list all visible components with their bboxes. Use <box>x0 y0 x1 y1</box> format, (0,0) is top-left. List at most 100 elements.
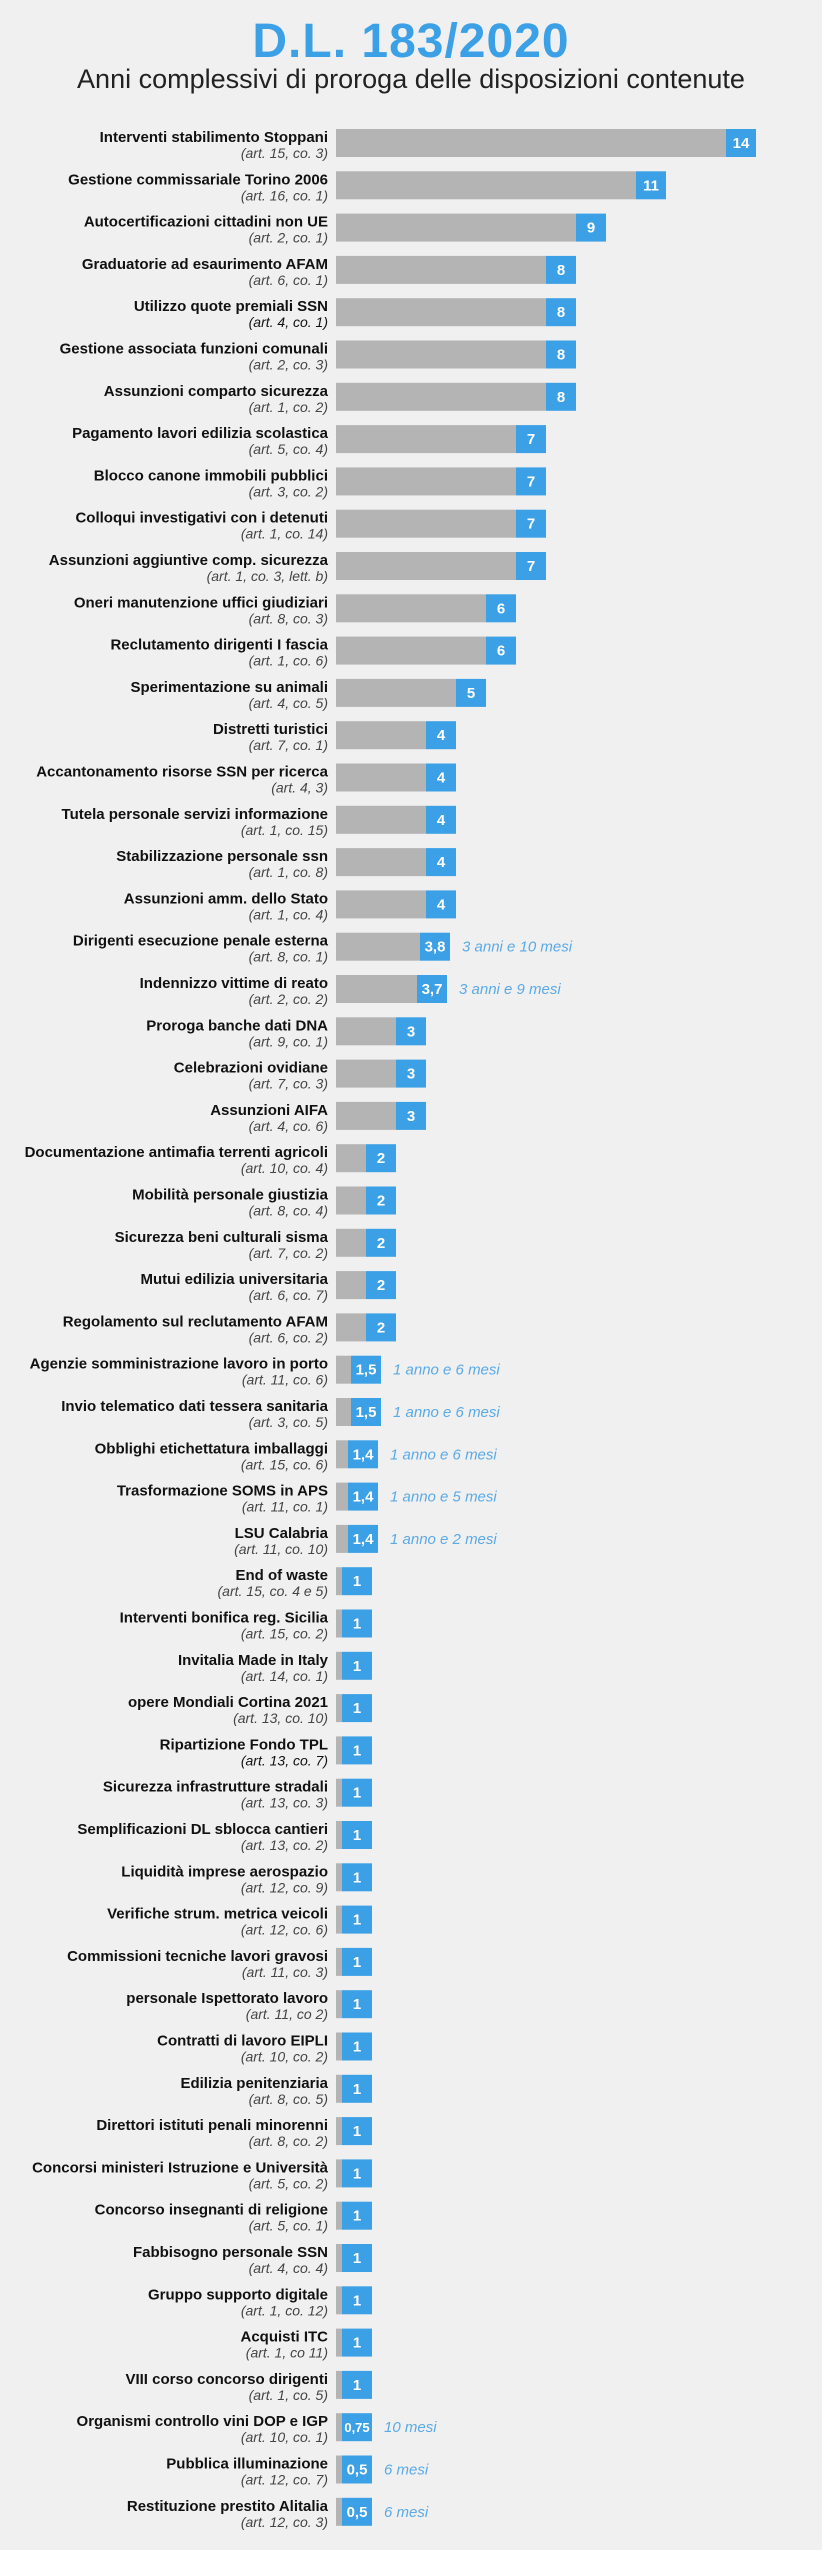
bar <box>336 171 636 200</box>
row-reference: (art. 7, co. 2) <box>249 1245 328 1261</box>
data-label: 8 <box>557 347 565 364</box>
data-label: 1 <box>353 2335 361 2352</box>
row-label: Sicurezza infrastrutture stradali <box>103 1779 328 1796</box>
chart-row: Assunzioni AIFA(art. 4, co. 6) 3 <box>210 1101 426 1134</box>
chart-row: Graduatorie ad esaurimento AFAM(art. 6, … <box>82 255 576 288</box>
row-reference: (art. 15, co. 4 e 5) <box>218 1583 329 1599</box>
chart-row: Concorsi ministeri Istruzione e Universi… <box>32 2159 372 2191</box>
value-box <box>426 721 456 750</box>
data-label: 1 <box>353 1912 361 1929</box>
row-reference: (art. 13, co. 10) <box>233 1710 328 1726</box>
row-reference: (art. 4, co. 5) <box>249 695 328 711</box>
row-label: Obblighi etichettatura imballaggi <box>95 1440 328 1457</box>
row-label: Mutui edilizia universitaria <box>140 1271 328 1288</box>
row-label: Pubblica illuminazione <box>166 2456 328 2473</box>
bar <box>336 552 516 580</box>
value-box <box>396 1101 426 1130</box>
data-label: 5 <box>467 685 475 702</box>
data-label: 1,5 <box>356 1404 377 1421</box>
row-reference: (art. 2, co. 3) <box>249 357 328 373</box>
row-label: Utilizzo quote premiali SSN <box>134 298 328 315</box>
value-box <box>348 1482 378 1511</box>
data-label: 1,4 <box>353 1489 375 1506</box>
value-box <box>417 975 447 1003</box>
value-box <box>366 1144 396 1173</box>
value-box <box>342 2413 372 2442</box>
value-box <box>348 1440 378 1469</box>
row-label: Proroga banche dati DNA <box>146 1017 328 1034</box>
chart-row: LSU Calabria(art. 11, co. 10) 1,4 1 anno e… <box>234 1524 497 1557</box>
row-reference: (art. 1, co. 2) <box>249 399 328 415</box>
chart-row: Trasformazione SOMS in APS(art. 11, co. … <box>117 1482 497 1515</box>
bar <box>336 1101 396 1130</box>
row-label: Invitalia Made in Italy <box>178 1652 329 1669</box>
value-box <box>342 2455 372 2484</box>
bar <box>336 467 516 496</box>
row-reference: (art. 1, co. 8) <box>249 864 328 880</box>
value-box <box>342 1947 372 1976</box>
value-box <box>342 1863 372 1892</box>
bar <box>336 678 456 707</box>
chart-row: Colloqui investigativi con i detenuti(ar… <box>75 509 546 542</box>
bar <box>336 1609 342 1638</box>
chart-row: Distretti turistici(art. 7, co. 1) 4 <box>213 721 456 753</box>
chart-row: personale Ispettorato lavoro (art. 11, c… <box>126 1990 372 2022</box>
bar <box>336 975 417 1003</box>
value-box <box>726 129 756 157</box>
chart-row: End of waste(art. 15, co. 4 e 5) 1 <box>218 1567 372 1599</box>
row-reference: (art. 15, co. 6) <box>241 1456 328 1472</box>
data-label: 8 <box>557 262 565 279</box>
value-box <box>342 2201 372 2230</box>
duration-note: 10 mesi <box>384 2419 437 2436</box>
row-label: Trasformazione SOMS in APS <box>117 1483 328 1500</box>
chart-row: Invitalia Made in Italy(art. 14, co. 1) 1 <box>178 1651 372 1684</box>
row-reference: (art. 3, co. 5) <box>249 1414 328 1430</box>
row-label: Fabbisogno personale SSN <box>133 2244 328 2261</box>
bar <box>336 2328 342 2357</box>
row-reference: (art. 1, co. 3, lett. b) <box>207 568 328 584</box>
duration-note: 3 anni e 9 mesi <box>459 981 561 998</box>
row-label: Indennizzo vittime di reato <box>140 975 328 992</box>
chart-row: opere Mondiali Cortina 2021(art. 13, co.… <box>128 1694 372 1726</box>
chart-row: Ripartizione Fondo TPL(art. 13, co. 7) 1 <box>160 1736 372 1768</box>
data-label: 4 <box>437 854 446 871</box>
bar <box>336 1144 366 1173</box>
data-label: 1 <box>353 2081 361 2098</box>
bar <box>336 1694 342 1723</box>
data-label: 1 <box>353 1869 361 1886</box>
row-reference: (art. 11, co. 3) <box>242 1964 328 1980</box>
row-label: Celebrazioni ovidiane <box>174 1060 328 1077</box>
value-box <box>351 1398 381 1426</box>
row-label: opere Mondiali Cortina 2021 <box>128 1694 328 1711</box>
row-label: Sicurezza beni culturali sisma <box>115 1229 329 1246</box>
row-label: Contratti di lavoro EIPLI <box>157 2033 328 2050</box>
bar <box>336 1271 366 1300</box>
row-label: Liquidità imprese aerospazio <box>121 1863 328 1880</box>
row-reference: (art. 4, co. 4) <box>249 2260 328 2276</box>
row-label: Regolamento sul reclutamento AFAM <box>63 1313 328 1330</box>
row-label: Autocertificazioni cittadini non UE <box>84 214 328 231</box>
data-label: 4 <box>437 896 446 913</box>
chart-row: Oneri manutenzione uffici giudiziari(art… <box>74 594 516 626</box>
data-label: 4 <box>437 727 446 744</box>
row-label: Concorsi ministeri Istruzione e Universi… <box>32 2159 329 2176</box>
row-reference: (art. 1, co. 14) <box>241 526 328 542</box>
row-reference: (art. 12, co. 9) <box>241 1879 328 1895</box>
bar <box>336 425 516 454</box>
data-label: 1 <box>353 2165 361 2182</box>
row-label: Sperimentazione su animali <box>130 679 328 696</box>
row-label: Concorso insegnanti di religione <box>95 2202 328 2219</box>
bar <box>336 255 546 284</box>
data-label: 1 <box>353 1996 361 2013</box>
value-box <box>576 213 606 242</box>
chart-row: Agenzie somministrazione lavoro in porto… <box>30 1355 500 1388</box>
row-reference: (art. 7, co. 1) <box>249 737 328 753</box>
chart-row: Interventi bonifica reg. Sicilia(art. 15… <box>120 1609 372 1642</box>
row-reference: (art. 2, co. 1) <box>249 230 328 246</box>
row-label: Acquisti ITC <box>240 2329 328 2346</box>
row-reference: (art. 8, co. 3) <box>249 610 328 626</box>
data-label: 1 <box>353 1700 361 1717</box>
row-label: Gruppo supporto digitale <box>148 2286 328 2303</box>
bar <box>336 1905 342 1934</box>
